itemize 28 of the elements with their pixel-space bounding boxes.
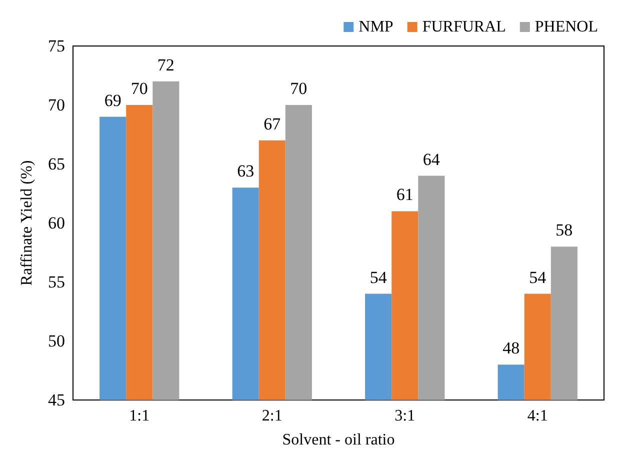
data-label: 70 xyxy=(130,79,148,98)
legend-label: FURFURAL xyxy=(422,18,506,36)
legend-label: NMP xyxy=(358,18,394,36)
y-axis-title: Raffinate Yield (%) xyxy=(18,160,36,286)
y-tick-label: 75 xyxy=(48,36,65,56)
x-tick-label: 1:1 xyxy=(129,408,150,424)
data-label: 69 xyxy=(104,90,122,110)
y-tick-label: 70 xyxy=(48,96,65,114)
x-tick-label: 4:1 xyxy=(527,408,548,424)
data-label: 70 xyxy=(290,79,308,98)
data-label: 54 xyxy=(370,268,388,287)
data-label: 72 xyxy=(157,55,174,74)
x-tick-label: 2:1 xyxy=(262,408,282,424)
y-tick-label: 60 xyxy=(48,214,65,232)
legend-label: PHENOL xyxy=(534,18,598,36)
data-label: 48 xyxy=(502,338,520,358)
x-axis-title: Solvent - oil ratio xyxy=(282,432,395,448)
data-label: 58 xyxy=(556,220,573,240)
x-tick-label: 3:1 xyxy=(394,408,416,424)
y-tick-label: 65 xyxy=(48,154,65,174)
data-label: 64 xyxy=(422,150,440,169)
data-label: 54 xyxy=(529,268,547,287)
y-tick-label: 55 xyxy=(48,272,65,292)
data-label: 61 xyxy=(396,185,414,204)
y-tick-label: 50 xyxy=(48,332,65,350)
data-label: 63 xyxy=(237,162,254,181)
y-tick-label: 45 xyxy=(48,390,65,410)
data-label: 67 xyxy=(264,114,282,134)
